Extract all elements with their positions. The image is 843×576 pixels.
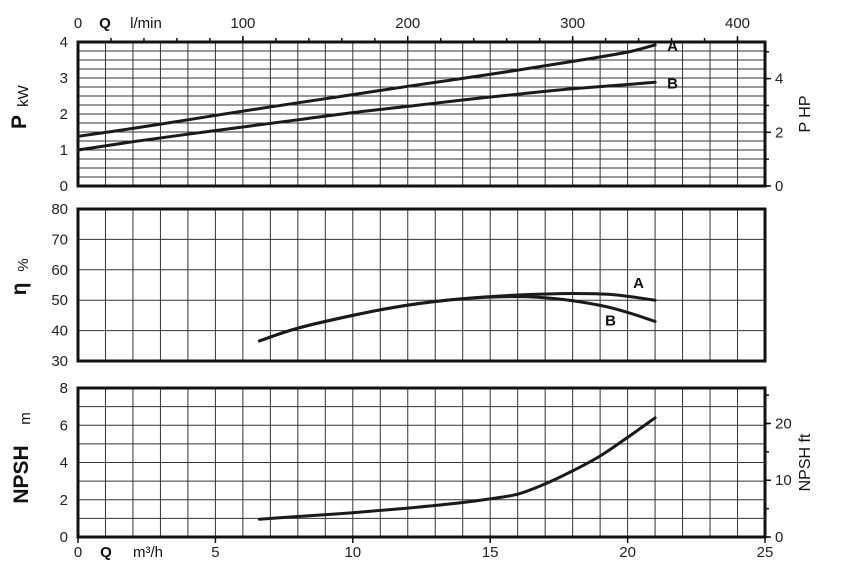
y-tick-label: 30 [51,353,68,370]
top-axis-tick-label: 200 [395,15,420,32]
y-axis-label: η [8,283,31,296]
y-right-axis-label: P HP [797,95,814,132]
series-line-b [257,295,657,343]
y-tick-label: 6 [60,417,68,434]
y-tick-label: 3 [60,70,68,87]
series-line-npsh [257,416,657,521]
series-line-a [76,43,657,138]
bottom-axis-tick-label: 5 [211,544,219,561]
y-right-tick-label: 20 [775,415,792,432]
top-axis-tick-label: 100 [230,15,255,32]
top-axis-tick-label: 400 [725,15,750,32]
series-line-b [76,80,657,152]
y-tick-label: 80 [51,201,68,218]
y-tick-label: 50 [51,292,68,309]
bottom-axis-unit-label: m³/h [133,544,163,561]
y-axis-unit: % [15,258,32,271]
bottom-axis-q-label: Q [100,544,112,561]
y-tick-label: 4 [60,34,68,51]
y-right-tick-label: 0 [775,529,783,546]
series-label: B [605,312,616,329]
y-right-tick-label: 10 [775,472,792,489]
y-tick-label: 60 [51,262,68,279]
y-tick-label: 2 [60,492,68,509]
series-label: B [667,75,678,92]
panel-frame [76,40,767,188]
y-right-tick-label: 0 [775,178,783,195]
y-tick-label: 40 [51,323,68,340]
bottom-axis-tick-label: 0 [74,544,82,561]
y-right-tick-label: 2 [775,124,783,141]
y-tick-label: 8 [60,380,68,397]
y-right-axis-label: NPSH ft [797,433,814,491]
y-right-tick-label: 4 [775,71,783,88]
y-tick-label: 4 [60,455,68,472]
y-tick-label: 0 [60,529,68,546]
bottom-axis-tick-label: 20 [619,544,636,561]
y-tick-label: 70 [51,231,68,248]
y-axis-unit: m [17,412,34,425]
bottom-axis-tick-label: 10 [344,544,361,561]
y-axis-label: NPSH [10,445,33,503]
top-axis-q-label: Q [99,15,111,32]
y-axis-unit: kW [15,84,32,107]
y-tick-label: 1 [60,142,68,159]
y-tick-label: 2 [60,106,68,123]
y-tick-label: 0 [60,178,68,195]
panel-frame [76,207,767,363]
y-axis-label: P [8,115,31,129]
panel-frame [76,386,767,539]
bottom-axis-tick-label: 25 [757,544,774,561]
top-axis-unit-label: l/min [130,15,162,32]
series-label: A [633,275,644,292]
top-axis-tick-label: 0 [74,15,82,32]
series-label: A [667,38,678,55]
bottom-axis-tick-label: 15 [482,544,499,561]
top-axis-tick-label: 300 [560,15,585,32]
